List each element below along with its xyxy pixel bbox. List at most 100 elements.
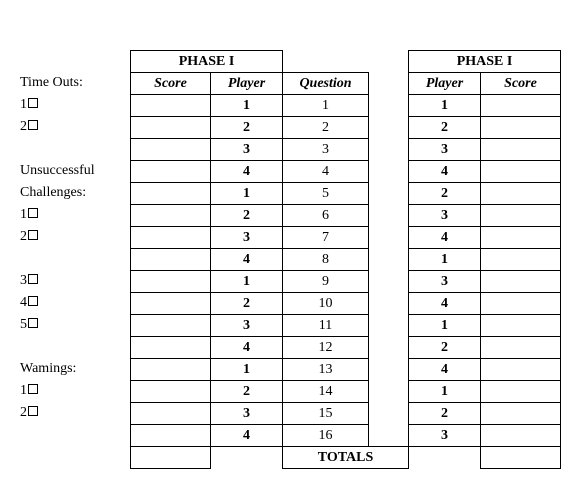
totals-blank-2: [409, 447, 481, 469]
player-left-cell: 2: [211, 205, 283, 227]
question-cell: 4: [283, 161, 369, 183]
layout: Time Outs: 1 2 Unsuccessful Challenges: …: [20, 50, 565, 469]
totals-label: TOTALS: [283, 447, 409, 469]
player-right-cell: 3: [409, 139, 481, 161]
player-left-header: Player: [211, 73, 283, 95]
question-cell: 14: [283, 381, 369, 403]
score-right-cell: [481, 161, 561, 183]
question-cell: 15: [283, 403, 369, 425]
score-left-cell: [131, 205, 211, 227]
score-right-cell: [481, 95, 561, 117]
gap-cell: [369, 249, 409, 271]
gap-cell: [369, 205, 409, 227]
score-left-cell: [131, 425, 211, 447]
table-row: 263: [131, 205, 561, 227]
question-cell: 1: [283, 95, 369, 117]
player-right-header: Player: [409, 73, 481, 95]
score-right-header: Score: [481, 73, 561, 95]
gap-cell: [369, 315, 409, 337]
table-row: 3152: [131, 403, 561, 425]
gap-cell: [369, 161, 409, 183]
question-cell: 7: [283, 227, 369, 249]
table-row: 113 4: [131, 359, 561, 381]
gap-cell: [369, 183, 409, 205]
player-right-cell: 4: [409, 359, 481, 381]
score-left-cell: [131, 293, 211, 315]
score-left-cell: [131, 359, 211, 381]
player-right-cell: 1: [409, 315, 481, 337]
gap-cell: [369, 117, 409, 139]
question-cell: 9: [283, 271, 369, 293]
score-right-cell: [481, 359, 561, 381]
gap-cell: [369, 425, 409, 447]
question-cell: 5: [283, 183, 369, 205]
player-right-cell: 4: [409, 161, 481, 183]
score-right-cell: [481, 381, 561, 403]
player-left-cell: 3: [211, 227, 283, 249]
player-left-cell: 1: [211, 359, 283, 381]
totals-row: TOTALS: [131, 447, 561, 469]
challenge-4: 4: [20, 292, 130, 314]
question-cell: 10: [283, 293, 369, 315]
score-left-cell: [131, 117, 211, 139]
table-row: 152: [131, 183, 561, 205]
table-row: 4122: [131, 337, 561, 359]
question-cell: 12: [283, 337, 369, 359]
score-left-cell: [131, 403, 211, 425]
gap-cell: [369, 403, 409, 425]
score-left-cell: [131, 95, 211, 117]
challenge-2: 2: [20, 226, 130, 248]
gap-cell: [369, 381, 409, 403]
question-cell: 13: [283, 359, 369, 381]
score-right-cell: [481, 249, 561, 271]
rows-body: 1112223334441522633744811932104311141221…: [131, 95, 561, 447]
phase-gap-2: [369, 51, 409, 73]
gap-cell: [369, 95, 409, 117]
table-row: 444: [131, 161, 561, 183]
unsuccessful-line2: Challenges:: [20, 182, 130, 204]
player-left-cell: 4: [211, 161, 283, 183]
player-left-cell: 3: [211, 403, 283, 425]
player-left-cell: 4: [211, 337, 283, 359]
sub-header-row: Score Player Question Player Score: [131, 73, 561, 95]
player-right-cell: 3: [409, 425, 481, 447]
question-cell: 11: [283, 315, 369, 337]
player-left-cell: 4: [211, 425, 283, 447]
score-left-cell: [131, 337, 211, 359]
totals-blank-1: [211, 447, 283, 469]
player-right-cell: 2: [409, 183, 481, 205]
totals-score-left: [131, 447, 211, 469]
score-right-cell: [481, 227, 561, 249]
spacer: [20, 138, 130, 160]
score-left-cell: [131, 271, 211, 293]
score-left-header: Score: [131, 73, 211, 95]
table-row: 2141: [131, 381, 561, 403]
table-row: 333: [131, 139, 561, 161]
phase-right-header: PHASE I: [409, 51, 561, 73]
table-row: 111: [131, 95, 561, 117]
player-right-cell: 3: [409, 205, 481, 227]
table-row: 222: [131, 117, 561, 139]
gap-cell: [369, 337, 409, 359]
question-cell: 8: [283, 249, 369, 271]
question-cell: 3: [283, 139, 369, 161]
gap-cell: [369, 359, 409, 381]
side-labels: Time Outs: 1 2 Unsuccessful Challenges: …: [20, 50, 130, 469]
score-left-cell: [131, 227, 211, 249]
player-left-cell: 2: [211, 293, 283, 315]
player-right-cell: 1: [409, 95, 481, 117]
table-row: 3111: [131, 315, 561, 337]
timeouts-title: Time Outs:: [20, 72, 130, 94]
player-left-cell: 1: [211, 271, 283, 293]
table-row: 481: [131, 249, 561, 271]
score-left-cell: [131, 249, 211, 271]
table-row: 19 3: [131, 271, 561, 293]
score-right-cell: [481, 403, 561, 425]
gap-cell: [369, 227, 409, 249]
player-right-cell: 4: [409, 293, 481, 315]
warnings-title: Wamings:: [20, 358, 130, 380]
phase-header-row: PHASE I PHASE I: [131, 51, 561, 73]
player-right-cell: 4: [409, 227, 481, 249]
player-right-cell: 3: [409, 271, 481, 293]
score-right-cell: [481, 315, 561, 337]
